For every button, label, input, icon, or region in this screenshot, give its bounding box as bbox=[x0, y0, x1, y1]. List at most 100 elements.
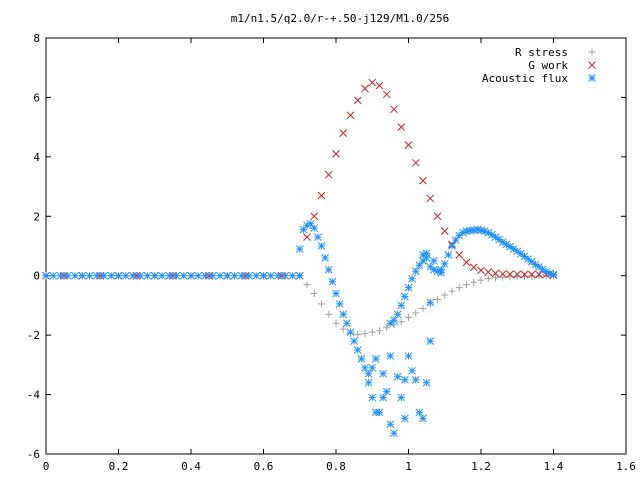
data-point bbox=[484, 268, 493, 277]
x-tick-label: 0.8 bbox=[326, 460, 346, 473]
x-tick-label: 1.6 bbox=[616, 460, 636, 473]
data-point bbox=[498, 270, 507, 278]
data-point bbox=[172, 271, 181, 280]
data-point bbox=[346, 328, 355, 337]
data-point bbox=[158, 271, 166, 280]
data-point bbox=[277, 271, 286, 280]
data-point bbox=[440, 227, 449, 235]
y-tick-label: 2 bbox=[33, 210, 40, 223]
data-point bbox=[411, 375, 420, 384]
data-point bbox=[71, 271, 79, 280]
data-point bbox=[405, 313, 412, 321]
y-tick-label: -2 bbox=[27, 329, 40, 342]
data-point bbox=[451, 236, 460, 244]
data-point bbox=[397, 318, 405, 326]
data-point bbox=[463, 281, 470, 289]
data-point bbox=[368, 363, 377, 372]
data-point bbox=[78, 271, 87, 280]
data-point bbox=[513, 270, 522, 279]
data-point bbox=[549, 270, 558, 279]
data-point bbox=[354, 331, 362, 339]
legend-marker bbox=[588, 48, 596, 56]
data-point bbox=[143, 271, 152, 280]
data-point bbox=[527, 270, 536, 279]
data-point bbox=[121, 271, 130, 280]
plot-frame bbox=[45, 37, 627, 455]
data-point bbox=[499, 273, 507, 281]
data-point bbox=[462, 258, 471, 267]
data-point bbox=[169, 271, 177, 280]
x-tick-label: 1.2 bbox=[471, 460, 491, 473]
data-point bbox=[223, 271, 232, 280]
data-point bbox=[295, 271, 304, 280]
data-point bbox=[434, 295, 441, 303]
chart-title: m1/n1.5/q2.0/r-+.50-j129/M1.0/256 bbox=[231, 12, 450, 25]
data-point bbox=[379, 369, 387, 378]
data-point bbox=[455, 284, 463, 292]
data-point bbox=[324, 265, 333, 274]
data-point bbox=[448, 287, 456, 295]
data-point bbox=[466, 226, 474, 235]
data-point bbox=[310, 212, 319, 221]
data-point bbox=[332, 319, 340, 327]
legend-label: G work bbox=[528, 59, 568, 72]
data-point bbox=[469, 263, 478, 272]
data-point bbox=[364, 378, 373, 387]
data-point bbox=[484, 275, 492, 283]
data-point bbox=[390, 105, 398, 114]
data-point bbox=[368, 393, 377, 402]
data-point bbox=[321, 254, 329, 262]
data-point bbox=[353, 96, 362, 105]
data-point bbox=[187, 271, 195, 280]
data-point bbox=[535, 270, 543, 279]
x-tick-label: 0.6 bbox=[254, 460, 274, 473]
data-point bbox=[368, 78, 377, 87]
data-point bbox=[150, 271, 159, 280]
data-point bbox=[419, 251, 427, 259]
data-point bbox=[194, 271, 203, 280]
data-point bbox=[100, 271, 108, 280]
data-point bbox=[433, 212, 442, 221]
data-point bbox=[56, 271, 65, 280]
y-tick-label: 4 bbox=[33, 151, 40, 164]
data-point bbox=[245, 271, 253, 280]
data-point bbox=[426, 337, 435, 345]
data-point bbox=[343, 319, 351, 328]
data-point bbox=[310, 290, 318, 298]
data-point bbox=[386, 352, 395, 360]
data-point bbox=[419, 304, 427, 312]
data-point bbox=[92, 271, 101, 280]
data-point bbox=[60, 271, 68, 280]
data-point bbox=[535, 262, 543, 271]
data-point bbox=[535, 272, 543, 280]
data-point bbox=[208, 271, 217, 280]
plot-area bbox=[42, 78, 558, 438]
data-point bbox=[412, 309, 420, 317]
legend-label: Acoustic flux bbox=[482, 72, 568, 85]
data-point bbox=[538, 265, 547, 274]
data-point bbox=[339, 129, 348, 137]
data-point bbox=[63, 271, 72, 280]
data-point bbox=[96, 271, 105, 280]
data-point bbox=[426, 298, 435, 307]
data-point bbox=[306, 219, 315, 228]
data-point bbox=[346, 111, 355, 120]
data-point bbox=[419, 414, 427, 423]
data-point bbox=[324, 170, 333, 179]
data-point bbox=[241, 271, 250, 280]
data-point bbox=[411, 267, 420, 276]
x-tick-label: 1.4 bbox=[544, 460, 564, 473]
legend-label: R stress bbox=[515, 46, 568, 59]
data-point bbox=[114, 271, 123, 280]
data-point bbox=[492, 274, 499, 282]
data-point bbox=[42, 271, 50, 280]
data-point bbox=[520, 270, 529, 279]
data-point bbox=[386, 420, 395, 429]
data-point bbox=[364, 369, 373, 378]
data-point bbox=[441, 291, 449, 299]
data-point bbox=[506, 270, 514, 279]
data-point bbox=[281, 271, 290, 280]
data-point bbox=[415, 261, 424, 270]
data-point bbox=[274, 271, 282, 280]
